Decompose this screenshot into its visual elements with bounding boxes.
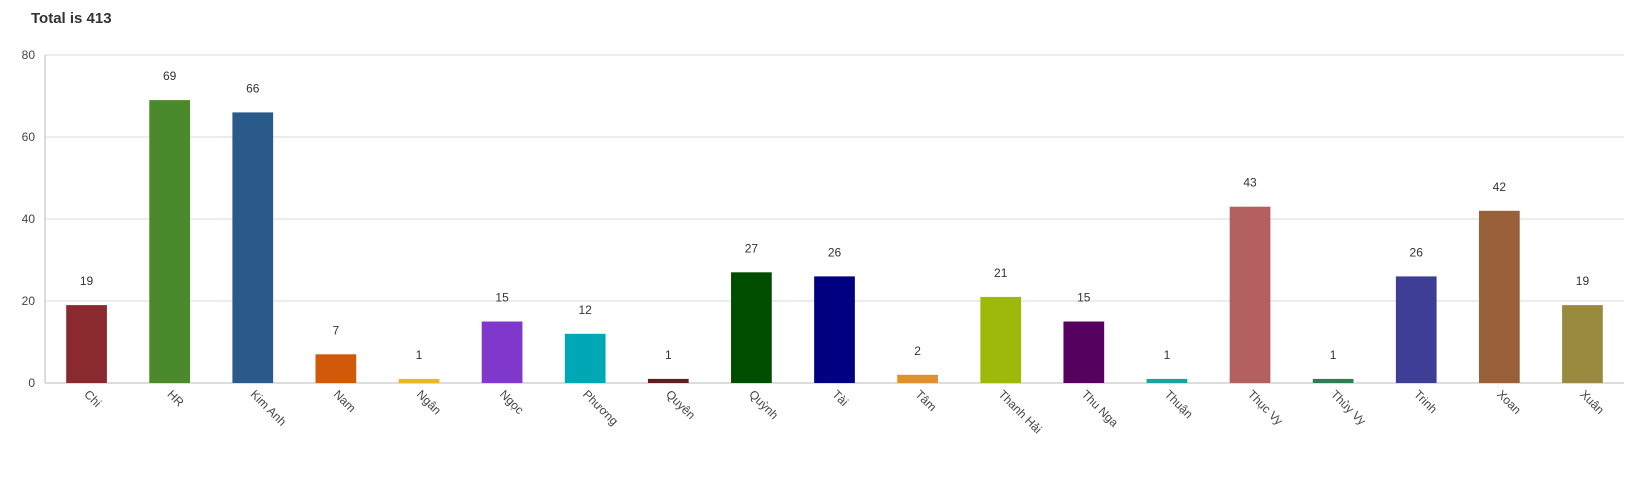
x-tick-label: Tâm	[912, 387, 939, 414]
data-label: 69	[163, 69, 177, 83]
bar[interactable]	[315, 354, 357, 383]
data-label: 1	[1164, 348, 1171, 362]
bars	[66, 100, 1603, 384]
data-label: 15	[1077, 291, 1091, 305]
bar[interactable]	[1146, 378, 1188, 383]
bar[interactable]	[564, 333, 606, 383]
y-tick-label: 20	[22, 294, 36, 308]
bar[interactable]	[647, 378, 689, 383]
bar[interactable]	[149, 100, 191, 383]
x-tick-label: Thục Vy	[1245, 387, 1286, 428]
data-labels: 19 69 66 7 1 15 12 1 27 26 2 21 15 1 43 1 26 42 19	[80, 69, 1590, 362]
x-tick-label: Kim Anh	[248, 387, 290, 429]
x-tick-label: Nam	[331, 387, 359, 415]
data-label: 1	[665, 348, 672, 362]
bar[interactable]	[731, 272, 772, 383]
x-tick-label: Chi	[81, 387, 104, 410]
data-label: 21	[994, 266, 1008, 280]
bar[interactable]	[1063, 321, 1105, 384]
y-tick-label: 40	[22, 212, 36, 226]
x-tick-label: Thu Nga	[1079, 387, 1122, 430]
x-tick-label: Phương	[580, 387, 621, 428]
x-tick-label: Thủy Vy	[1328, 387, 1369, 428]
x-tick-label: Quỳnh	[746, 387, 781, 422]
data-label: 27	[745, 241, 759, 255]
data-label: 43	[1243, 176, 1257, 190]
x-tick-label: Xuân	[1577, 387, 1607, 417]
bar[interactable]	[481, 321, 523, 384]
x-tick-label: Thanh Hải	[996, 387, 1045, 436]
data-label: 42	[1493, 180, 1507, 194]
data-label: 26	[828, 245, 842, 259]
data-label: 12	[579, 303, 593, 317]
y-tick-label: 0	[28, 376, 35, 390]
bar[interactable]	[1312, 378, 1354, 383]
data-label: 26	[1410, 245, 1424, 259]
chart-title: Total is 413	[31, 10, 112, 27]
y-axis-ticks: 0 20 40 60 80	[22, 48, 36, 390]
bar[interactable]	[398, 378, 440, 383]
x-tick-label: HR	[165, 387, 187, 409]
data-label: 15	[495, 291, 509, 305]
data-label: 1	[1330, 348, 1337, 362]
x-tick-label: Xoan	[1494, 387, 1524, 417]
bar[interactable]	[814, 276, 855, 383]
x-tick-label: Ngân	[414, 387, 444, 417]
data-label: 19	[80, 274, 94, 288]
bar[interactable]	[1229, 206, 1271, 383]
y-tick-label: 60	[22, 130, 36, 144]
data-label: 66	[246, 81, 260, 95]
data-label: 1	[416, 348, 423, 362]
data-label: 7	[333, 323, 340, 337]
bar[interactable]	[1395, 276, 1437, 383]
bar[interactable]	[66, 305, 107, 383]
bar[interactable]	[980, 296, 1022, 383]
x-tick-label: Quyên	[663, 387, 698, 422]
x-axis-labels: Chi HR Kim Anh Nam Ngân Ngọc Phương Quyên Quỳnh T…	[81, 387, 1607, 436]
bar[interactable]	[897, 374, 938, 383]
data-label: 19	[1576, 274, 1590, 288]
bar[interactable]	[1562, 305, 1603, 383]
y-tick-label: 80	[22, 48, 36, 62]
bar[interactable]	[1478, 210, 1520, 383]
x-tick-label: Tài	[829, 387, 851, 409]
x-tick-label: Ngọc	[497, 387, 527, 417]
x-tick-label: Trinh	[1411, 387, 1440, 416]
bar[interactable]	[232, 112, 274, 384]
x-tick-label: Thuận	[1162, 387, 1196, 421]
data-label: 2	[914, 344, 921, 358]
